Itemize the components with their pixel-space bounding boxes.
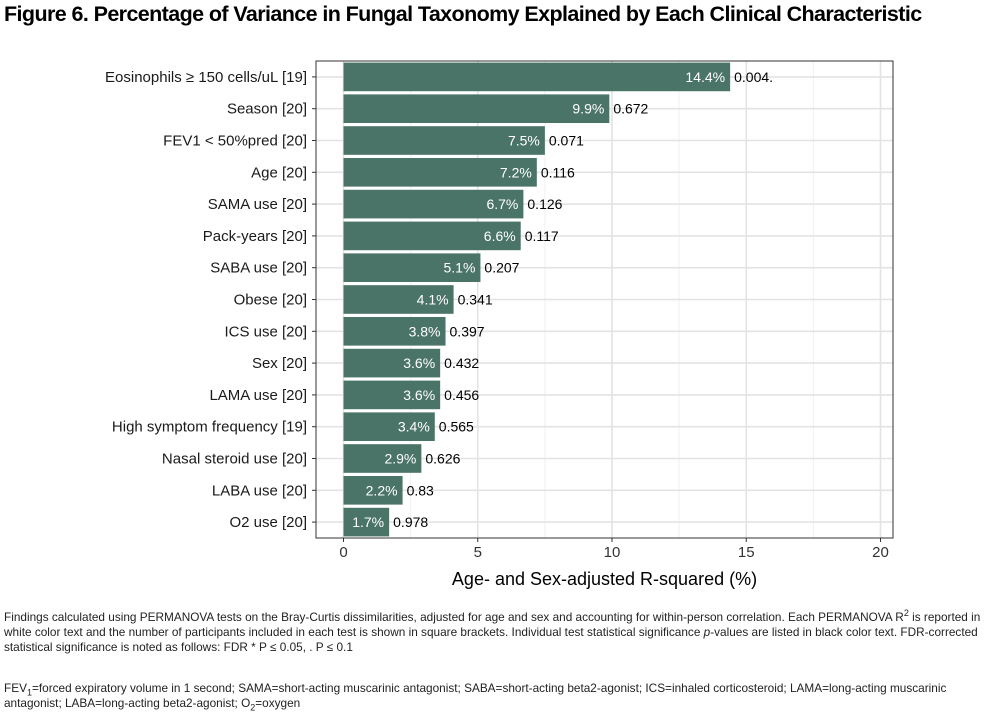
category-label: SAMA use [20] [208,196,307,213]
bar [343,475,403,505]
x-tick-label: 20 [872,544,889,561]
footnote-methods-part-b: is reported in white color text and the … [4,610,981,639]
category-label: Pack-years [20] [203,228,307,245]
bar [343,157,537,187]
bar-value-label: 3.8% [409,323,441,339]
p-value-label: 0.397 [450,323,485,339]
category-label: Sex [20] [252,355,307,372]
footnote-abbr-part-b: =forced expiratory volume in 1 second; S… [4,681,947,710]
bar-value-label: 1.7% [352,514,384,530]
category-label: Eosinophils ≥ 150 cells/uL [19] [105,69,307,86]
p-value-label: 0.116 [541,164,575,180]
bar [343,380,441,410]
figure-title: Figure 6. Percentage of Variance in Fung… [4,2,922,26]
p-value-label: 0.004. [734,69,773,85]
footnote-methods: Findings calculated using PERMANOVA test… [4,608,996,655]
bar-value-label: 6.7% [486,196,518,212]
bar [343,62,731,92]
bar [343,444,422,473]
x-tick-label: 15 [738,544,755,561]
x-tick-label: 0 [339,544,347,561]
p-value-label: 0.456 [444,387,479,403]
p-value-label: 0.341 [458,292,493,308]
p-value-label: 0.432 [444,355,479,371]
bar-value-label: 6.6% [484,228,516,244]
category-label: LABA use [20] [212,482,307,499]
category-label: SABA use [20] [210,260,307,277]
p-value-label: 0.117 [525,228,559,244]
bar-value-label: 9.9% [572,101,604,117]
category-label: FEV1 < 50%pred [20] [163,133,307,150]
bar-value-label: 3.6% [403,387,435,403]
bar-chart: 14.4% 0.004. 9.9% 0.672 7.5% 0.071 7.2% 0.116 6.… [105,60,894,589]
bar-value-label: 3.6% [403,355,435,371]
bar-value-label: 3.4% [398,419,430,435]
bar [343,412,435,442]
bar [343,507,390,537]
x-tick-label: 5 [474,544,482,561]
bar [343,316,446,346]
bar-value-label: 2.9% [384,451,416,467]
footnote-abbr-sub-1: 1 [26,687,32,698]
category-label: High symptom frequency [19] [112,419,307,436]
category-label: Nasal steroid use [20] [162,451,307,468]
bar [343,189,524,219]
footnote-abbreviations: FEV1=forced expiratory volume in 1 secon… [4,681,996,713]
category-label: LAMA use [20] [209,387,307,404]
bar [343,94,610,124]
bar [343,285,454,314]
footnote-methods-part-c: -values are listed in black color text. … [4,625,978,654]
footnote-abbr-part-a: FEV [4,681,27,695]
bar [343,126,545,155]
p-value-label: 0.83 [407,482,434,498]
bars: 14.4% 0.004. 9.9% 0.672 7.5% 0.071 7.2% 0.116 6.… [343,62,773,537]
p-value-label: 0.071 [549,133,584,149]
bar-value-label: 7.2% [500,164,532,180]
category-label: O2 use [20] [229,514,307,531]
p-value-label: 0.978 [393,514,428,530]
p-value-label: 0.565 [439,419,474,435]
footnote-abbr-sub-2: 2 [250,702,256,713]
p-value-label: 0.672 [613,101,648,117]
p-value-label: 0.626 [425,451,460,467]
footnote-methods-part-a: Findings calculated using PERMANOVA test… [4,610,904,624]
p-value-label: 0.126 [527,196,562,212]
category-label: Age [20] [251,164,307,181]
x-ticks: 0 5 10 15 20 [339,538,889,561]
bar-value-label: 5.1% [444,260,476,276]
bar [343,253,481,283]
bar [343,221,521,251]
footnote-methods-italic: p [703,625,711,639]
bar-value-label: 2.2% [366,482,398,498]
bar-value-label: 14.4% [685,69,725,85]
x-axis-title: Age- and Sex-adjusted R-squared (%) [452,569,757,589]
category-label: Season [20] [227,101,307,118]
bar-value-label: 7.5% [508,133,540,149]
category-label: ICS use [20] [224,323,307,340]
category-label: Obese [20] [234,292,307,309]
p-value-label: 0.207 [484,260,519,276]
footnote-methods-sup: 2 [903,608,909,619]
footnote-abbr-part-c: =oxygen [255,696,301,710]
category-labels: Eosinophils ≥ 150 cells/uL [19] Season [2… [105,69,316,531]
x-tick-label: 10 [604,544,621,561]
bar-value-label: 4.1% [417,292,449,308]
bar [343,348,441,378]
